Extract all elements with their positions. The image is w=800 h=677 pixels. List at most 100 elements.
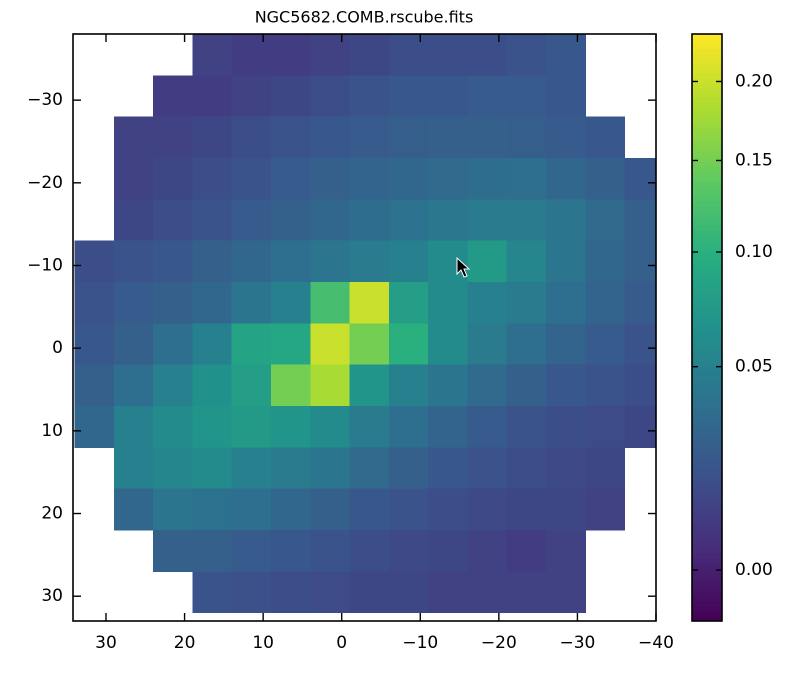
cell — [388, 75, 429, 118]
cell — [349, 75, 390, 118]
cell — [74, 240, 115, 283]
cell — [428, 530, 468, 572]
colorbar-strip — [692, 117, 722, 123]
colorbar-strip — [692, 205, 722, 211]
colorbar-strip — [692, 92, 722, 99]
colorbar-strip — [692, 180, 722, 187]
cell — [467, 240, 508, 283]
cell — [310, 447, 351, 490]
cell — [153, 364, 193, 407]
colorbar-strip — [692, 459, 722, 466]
cell — [467, 530, 508, 572]
cell — [585, 199, 626, 242]
cell — [349, 530, 390, 572]
cell — [113, 282, 154, 324]
cell — [467, 75, 508, 118]
cell — [113, 406, 154, 448]
colorbar-strip — [692, 430, 722, 436]
colorbar-strip — [692, 513, 722, 519]
colorbar-strip — [692, 420, 722, 426]
colorbar-strip — [692, 48, 722, 55]
cell — [506, 406, 547, 448]
cell — [467, 116, 508, 159]
cell — [467, 34, 508, 76]
cell — [546, 158, 586, 200]
colorbar-strip — [692, 557, 722, 563]
colorbar-strip — [692, 151, 722, 157]
cell — [153, 488, 193, 531]
cell — [74, 364, 115, 407]
cell — [192, 282, 233, 324]
cell — [271, 447, 311, 490]
cell — [231, 447, 272, 490]
cell — [349, 282, 390, 324]
cell — [428, 116, 468, 159]
cell — [192, 447, 233, 490]
cell — [349, 364, 390, 407]
colorbar-strip — [692, 484, 722, 490]
cell — [349, 488, 390, 531]
cell — [113, 488, 154, 531]
cell — [113, 364, 154, 407]
colorbar-strip — [692, 131, 722, 138]
cell — [310, 530, 351, 572]
cell — [546, 282, 586, 324]
cell — [310, 116, 351, 159]
cell — [467, 199, 508, 242]
colorbar-strip — [692, 317, 722, 324]
colorbar-strip — [692, 464, 722, 470]
cell — [546, 116, 586, 159]
cell — [310, 406, 351, 448]
cell — [624, 406, 656, 448]
colorbar-strip — [692, 454, 722, 461]
cell — [388, 240, 429, 283]
colorbar-strip — [692, 141, 722, 148]
cell — [467, 323, 508, 366]
colorbar-strip — [692, 259, 722, 265]
cell — [467, 488, 508, 531]
cell — [388, 406, 429, 448]
x-tick-label: −10 — [402, 633, 438, 653]
cell — [388, 323, 429, 366]
cell — [388, 116, 429, 159]
x-tick-label: 0 — [336, 633, 347, 653]
colorbar-strip — [692, 73, 722, 79]
colorbar-strip — [692, 361, 722, 368]
cell — [349, 199, 390, 242]
chart-title: NGC5682.COMB.rscube.fits — [255, 8, 474, 27]
cell — [153, 530, 193, 572]
cell — [113, 199, 154, 242]
colorbar-strip — [692, 34, 722, 40]
colorbar-strip — [692, 347, 722, 353]
cell — [506, 571, 547, 614]
colorbar-strip — [692, 244, 722, 250]
cell — [624, 240, 656, 283]
cell — [153, 406, 193, 448]
colorbar-strip — [692, 200, 722, 206]
colorbar-strip — [692, 552, 722, 559]
colorbar-strip — [692, 366, 722, 373]
colorbar-strip — [692, 63, 722, 69]
colorbar-strip — [692, 400, 722, 407]
cell — [349, 447, 390, 490]
colorbar-strip — [692, 146, 722, 152]
cell — [506, 116, 547, 159]
cell — [388, 571, 429, 614]
colorbar-strip — [692, 303, 722, 309]
cell — [506, 364, 547, 407]
cell — [585, 158, 626, 200]
image — [74, 34, 656, 614]
cell — [310, 282, 351, 324]
colorbar-tick-label: 0.00 — [735, 560, 773, 580]
cell — [388, 364, 429, 407]
cell — [271, 364, 311, 407]
cell — [271, 199, 311, 242]
cell — [585, 364, 626, 407]
cell — [506, 75, 547, 118]
colorbar-strip — [692, 239, 722, 245]
colorbar-strip — [692, 268, 722, 275]
colorbar-strip — [692, 298, 722, 304]
colorbar-strip — [692, 82, 722, 89]
colorbar-strip — [692, 185, 722, 192]
cell — [153, 447, 193, 490]
